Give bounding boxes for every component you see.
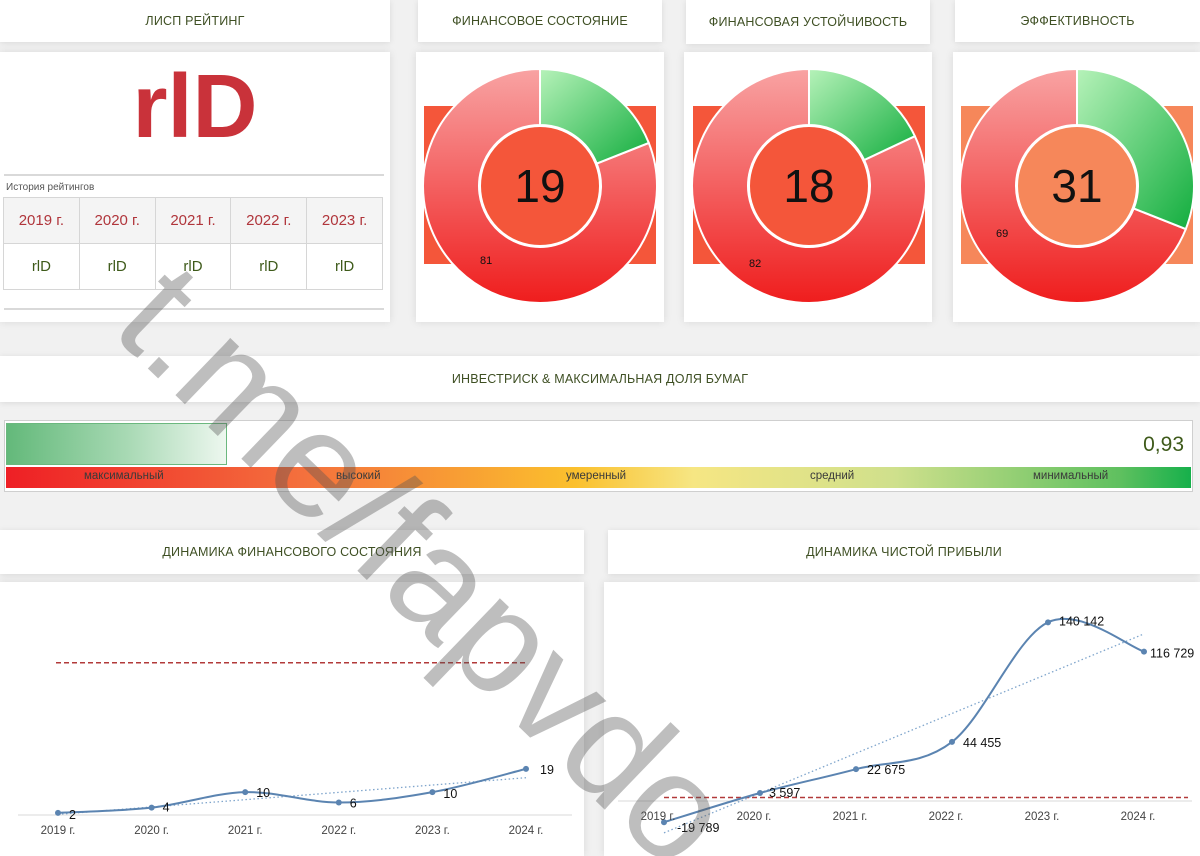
divider xyxy=(4,174,384,176)
donut-remainder: 82 xyxy=(749,258,762,270)
header-dyn-fin-label: ДИНАМИКА ФИНАНСОВОГО СОСТОЯНИЯ xyxy=(162,545,422,559)
net-profit-line-chart: -19 789 3 597 22 675 44 455 140 142 116 729 20… xyxy=(618,614,1194,835)
data-label: 3 597 xyxy=(769,786,800,800)
data-point xyxy=(949,738,955,745)
data-label: 4 xyxy=(163,801,170,815)
tick-label: 2022 г. xyxy=(321,825,356,837)
history-value: rlD xyxy=(3,243,80,290)
header-fin-stability-label: ФИНАНСОВАЯ УСТОЙЧИВОСТЬ xyxy=(708,15,908,29)
data-label: 116 729 xyxy=(1150,647,1194,661)
donut-remainder: 69 xyxy=(996,228,1009,240)
history-year: 2020 г. xyxy=(78,197,156,244)
header-efficiency: ЭФФЕКТИВНОСТЬ xyxy=(955,0,1200,42)
tick-label: 2024 г. xyxy=(509,825,544,837)
data-point xyxy=(55,809,61,816)
scale-label-max: максимальный xyxy=(84,470,164,482)
history-year: 2019 г. xyxy=(3,197,80,244)
history-caption: История рейтингов xyxy=(6,182,95,193)
data-label: 2 xyxy=(69,808,76,822)
donut-center xyxy=(479,125,601,247)
donut-chart xyxy=(691,67,927,304)
data-point xyxy=(1141,648,1147,655)
data-point xyxy=(757,790,763,797)
history-value: rlD xyxy=(230,243,308,290)
header-fin-state-label: ФИНАНСОВОЕ СОСТОЯНИЕ xyxy=(452,14,628,28)
data-point xyxy=(335,799,342,806)
tick-label: 2023 г. xyxy=(415,825,450,837)
tick-label: 2019 г. xyxy=(641,811,676,823)
donut-remainder: 81 xyxy=(480,255,493,267)
current-rating: rlD xyxy=(132,57,258,157)
rating-history-table: 2019 г. 2020 г. 2021 г. 2022 г. 2023 г. … xyxy=(3,197,383,290)
tick-label: 2024 г. xyxy=(1121,811,1156,823)
donut-chart xyxy=(959,67,1195,304)
header-investrisk: ИНВЕСТРИСК & МАКСИМАЛЬНАЯ ДОЛЯ БУМАГ xyxy=(0,356,1200,402)
data-point xyxy=(148,804,155,811)
investrisk-value: 0,93 xyxy=(1143,433,1184,456)
header-fin-state: ФИНАНСОВОЕ СОСТОЯНИЕ xyxy=(418,0,662,42)
scale-label-high: высокий xyxy=(336,470,381,482)
fin-state-line-chart: 2 4 10 6 10 19 2019 г. 2020 г. 2021 г. 2022 г. 202… xyxy=(18,662,572,837)
donut-efficiency: 31 69 xyxy=(953,66,1200,306)
data-label: 22 675 xyxy=(867,763,905,777)
header-fin-stability: ФИНАНСОВАЯ УСТОЙЧИВОСТЬ xyxy=(686,0,930,44)
donut-fin-stability: 18 82 xyxy=(685,66,933,306)
tick-label: 2021 г. xyxy=(833,811,868,823)
data-point xyxy=(661,819,667,826)
history-year: 2021 г. xyxy=(154,197,232,244)
series-line xyxy=(663,617,1145,824)
investrisk-fill xyxy=(6,423,227,465)
data-label: 44 455 xyxy=(963,736,1001,750)
data-label: -19 789 xyxy=(677,821,719,835)
header-lisp-rating-label: ЛИСП РЕЙТИНГ xyxy=(145,14,245,28)
table-row: rlD rlD rlD rlD rlD xyxy=(3,243,383,290)
donut-chart xyxy=(422,67,658,304)
history-value: rlD xyxy=(306,243,383,290)
investrisk-bar: 0,93 максимальный высокий умеренный сред… xyxy=(4,420,1193,492)
data-point xyxy=(242,789,249,796)
donut-fin-state: 19 81 xyxy=(416,66,664,306)
data-point xyxy=(853,766,859,773)
donut-score: 31 xyxy=(1051,160,1103,212)
history-value: rlD xyxy=(154,243,232,290)
tick-label: 2020 г. xyxy=(134,825,169,837)
history-value: rlD xyxy=(78,243,156,290)
scale-label-min: минимальный xyxy=(1033,470,1109,482)
data-point xyxy=(523,765,529,772)
tick-label: 2022 г. xyxy=(929,811,964,823)
data-point xyxy=(1045,619,1051,626)
donut-center xyxy=(1016,125,1138,247)
table-row: 2019 г. 2020 г. 2021 г. 2022 г. 2023 г. xyxy=(3,197,383,244)
donut-score: 19 xyxy=(514,160,566,212)
data-label: 6 xyxy=(350,796,357,810)
donut-score: 18 xyxy=(783,160,835,212)
tick-label: 2021 г. xyxy=(228,825,263,837)
header-investrisk-label: ИНВЕСТРИСК & МАКСИМАЛЬНАЯ ДОЛЯ БУМАГ xyxy=(451,372,749,386)
header-lisp-rating: ЛИСП РЕЙТИНГ xyxy=(0,0,390,42)
tick-label: 2019 г. xyxy=(41,825,76,837)
scale-label-moderate: умеренный xyxy=(566,470,627,482)
header-dyn-profit: ДИНАМИКА ЧИСТОЙ ПРИБЫЛИ xyxy=(608,530,1200,574)
data-label: 10 xyxy=(443,787,457,801)
divider xyxy=(4,308,384,310)
header-dyn-fin: ДИНАМИКА ФИНАНСОВОГО СОСТОЯНИЯ xyxy=(0,530,584,574)
tick-label: 2023 г. xyxy=(1025,811,1060,823)
history-year: 2023 г. xyxy=(306,197,383,244)
scale-label-medium: средний xyxy=(810,470,855,482)
data-label: 10 xyxy=(256,786,270,800)
donut-center xyxy=(748,125,870,247)
header-efficiency-label: ЭФФЕКТИВНОСТЬ xyxy=(1020,14,1135,28)
series-line xyxy=(57,767,527,814)
risk-scale: максимальный высокий умеренный средний м… xyxy=(6,467,1191,488)
data-point xyxy=(429,789,436,796)
header-dyn-profit-label: ДИНАМИКА ЧИСТОЙ ПРИБЫЛИ xyxy=(806,545,1002,559)
data-label: 19 xyxy=(540,763,554,777)
tick-label: 2020 г. xyxy=(737,811,772,823)
trend-line xyxy=(663,633,1145,834)
data-label: 140 142 xyxy=(1059,614,1104,628)
history-year: 2022 г. xyxy=(230,197,308,244)
